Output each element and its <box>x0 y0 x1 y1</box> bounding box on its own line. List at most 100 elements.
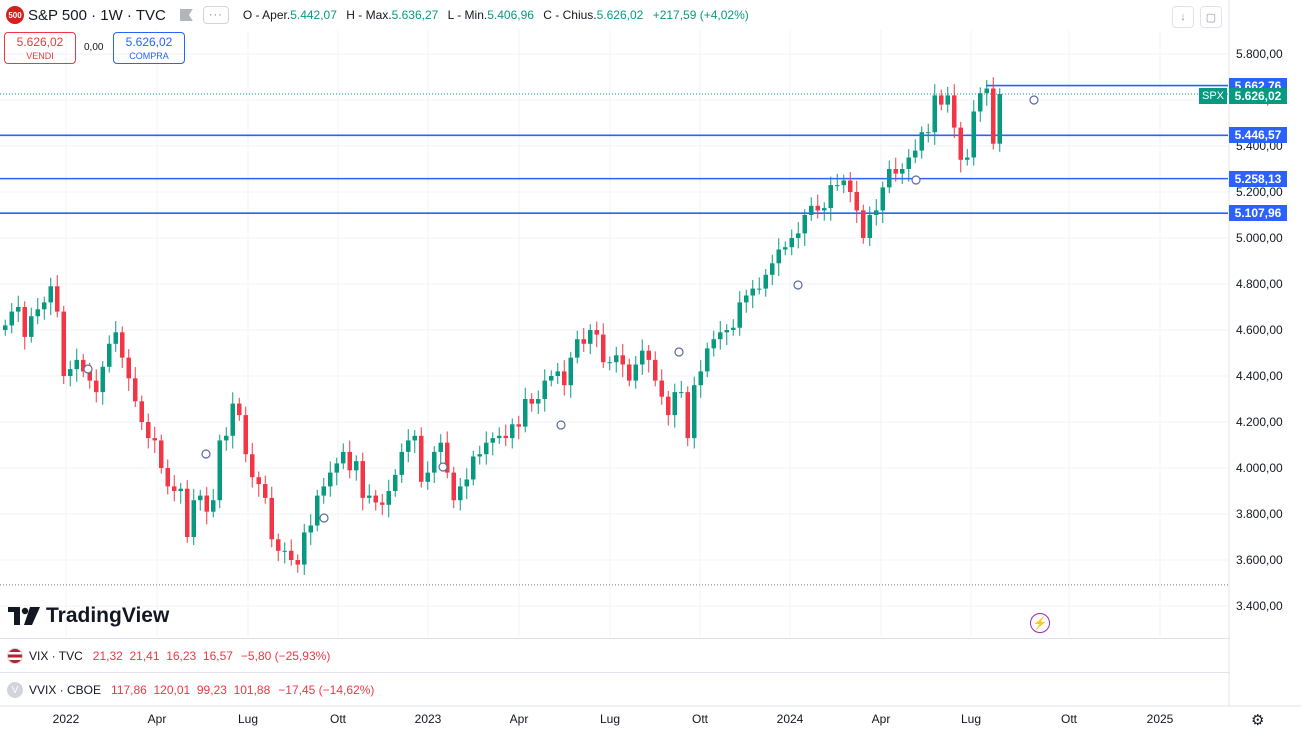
fullscreen-icon[interactable]: ▢ <box>1200 6 1222 28</box>
candle <box>133 367 138 408</box>
candle-body <box>289 550 294 560</box>
buy-button[interactable]: 5.626,02 COMPRA <box>113 32 185 64</box>
settings-gear-icon[interactable]: ⚙ <box>1251 712 1265 729</box>
candle <box>406 429 411 463</box>
candle <box>81 354 86 378</box>
price-tick-label: 4.800,00 <box>1236 277 1283 291</box>
candle-body <box>601 334 606 363</box>
candle-body <box>269 497 274 540</box>
candle <box>822 202 827 221</box>
candle-body <box>133 378 138 402</box>
candle-body <box>562 371 567 386</box>
download-icon[interactable]: ↓ <box>1172 6 1194 28</box>
candle-body <box>295 560 300 565</box>
candle-body <box>529 399 534 404</box>
candle-body <box>906 157 911 169</box>
candle <box>107 335 112 373</box>
dividend-marker <box>438 462 448 472</box>
candle-body <box>835 185 840 187</box>
candle <box>159 434 164 474</box>
flag-icon[interactable] <box>179 9 193 21</box>
more-options-button[interactable]: ··· <box>202 6 229 24</box>
candle <box>55 275 60 318</box>
low-value: 5.406,96 <box>487 8 534 22</box>
candle <box>588 324 593 355</box>
candle <box>503 424 508 447</box>
candle <box>425 461 430 490</box>
candle-body <box>692 385 697 439</box>
candle <box>315 489 320 532</box>
candle-body <box>705 348 710 372</box>
candle <box>178 482 183 504</box>
level-price-tag: 5.107,96 <box>1229 205 1287 222</box>
level-price-tag: 5.258,13 <box>1229 170 1287 187</box>
symbol-title[interactable]: S&P 500 · 1W · TVC <box>28 6 166 24</box>
candle <box>16 295 21 322</box>
candle-body <box>3 325 8 330</box>
last-price-tag: 5.626,02 <box>1229 88 1287 104</box>
candle <box>471 450 476 486</box>
candle <box>191 488 196 546</box>
price-tick-label: 5.800,00 <box>1236 47 1283 61</box>
candle <box>289 539 294 566</box>
candle <box>516 415 521 440</box>
sell-button[interactable]: 5.626,02 VENDI <box>4 32 76 64</box>
time-tick-label: Lug <box>960 712 982 726</box>
symbol-tag: SPX <box>1199 88 1227 104</box>
candle-body <box>685 392 690 439</box>
dividend-marker <box>674 347 684 357</box>
candle-body <box>900 169 905 174</box>
candle <box>815 194 820 219</box>
candle-body <box>926 132 931 134</box>
candle-body <box>750 288 755 296</box>
candle-body <box>679 392 684 394</box>
vix-pane[interactable]: VIX · TVC 21,32 21,41 16,23 16,57 −5,80 … <box>0 638 1230 673</box>
candle-body <box>165 468 170 487</box>
candle-body <box>919 132 924 151</box>
candle <box>757 277 762 295</box>
candle-body <box>594 330 599 335</box>
candle <box>958 121 963 173</box>
candle-body <box>646 350 651 360</box>
time-tick-label: 2022 <box>52 712 80 726</box>
tradingview-logo[interactable]: TradingView <box>8 604 169 628</box>
vvix-change: −17,45 (−14,62%) <box>278 683 375 697</box>
candle <box>211 488 216 518</box>
time-tick-label: Lug <box>599 712 621 726</box>
candle <box>861 204 866 244</box>
candle <box>94 369 99 403</box>
candle-body <box>880 187 885 211</box>
sell-label: VENDI <box>26 51 54 61</box>
candle-body <box>965 157 970 160</box>
candle-body <box>315 495 320 526</box>
candle <box>893 157 898 182</box>
vvix-pane[interactable]: V VVIX · CBOE 117,86 120,01 99,23 101,88… <box>0 672 1230 707</box>
candle <box>35 298 40 325</box>
candle-body <box>419 435 424 482</box>
candle <box>458 477 463 511</box>
candle <box>848 171 853 203</box>
candle <box>692 376 697 449</box>
candle-body <box>510 424 515 439</box>
vvix-symbol-icon: V <box>7 682 23 698</box>
level-price-tag: 5.446,57 <box>1229 127 1287 144</box>
candle <box>380 493 385 516</box>
lightning-icon[interactable]: ⚡ <box>1030 613 1050 633</box>
logo-text: TradingView <box>46 604 170 627</box>
price-tick-label: 4.600,00 <box>1236 323 1283 337</box>
candle-body <box>945 95 950 105</box>
candle-body <box>542 380 547 399</box>
candle <box>438 434 443 465</box>
candle-body <box>939 95 944 105</box>
sell-price: 5.626,02 <box>16 35 64 49</box>
candle <box>620 344 625 378</box>
candle-body <box>367 495 372 498</box>
ohlc-legend: O - Aper.5.442,07 H - Max.5.636,27 L - M… <box>243 8 749 22</box>
candle-body <box>100 366 105 393</box>
candle-body <box>68 369 73 376</box>
candle <box>991 77 996 150</box>
candle-body <box>659 380 664 397</box>
candle <box>74 348 79 382</box>
candle <box>217 434 222 509</box>
